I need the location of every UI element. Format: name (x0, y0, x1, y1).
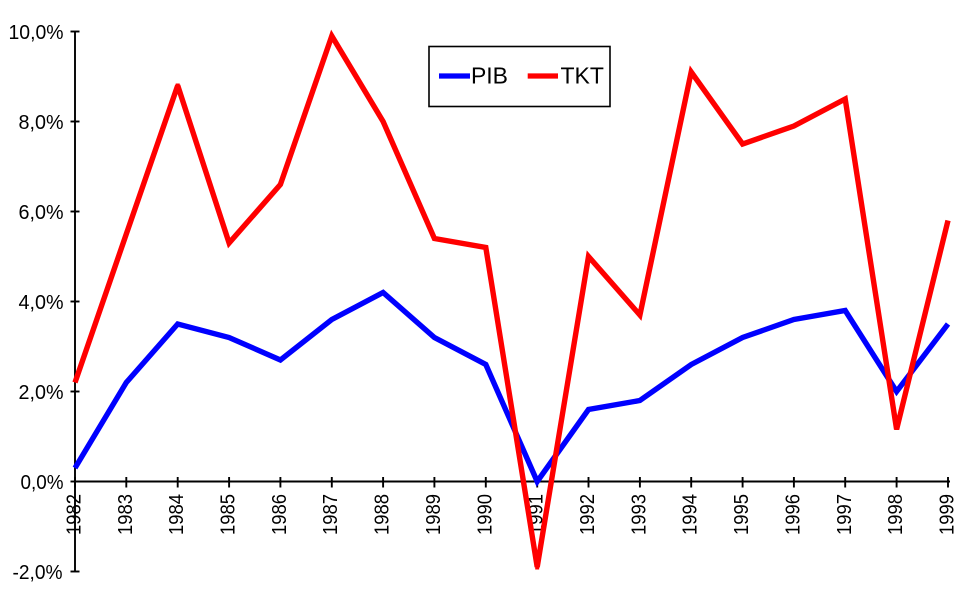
svg-text:1997: 1997 (834, 494, 856, 535)
svg-text:1982: 1982 (64, 494, 86, 535)
svg-text:1994: 1994 (680, 494, 702, 535)
svg-text:1990: 1990 (474, 494, 496, 535)
svg-text:1998: 1998 (885, 494, 907, 535)
svg-text:TKT: TKT (561, 63, 604, 89)
svg-text:1993: 1993 (628, 494, 650, 535)
svg-text:10,0%: 10,0% (9, 22, 64, 44)
svg-text:-2,0%: -2,0% (13, 562, 63, 584)
svg-text:1984: 1984 (166, 494, 188, 535)
svg-text:1989: 1989 (423, 494, 445, 535)
svg-text:1999: 1999 (937, 494, 959, 535)
svg-text:1986: 1986 (269, 494, 291, 535)
svg-text:1992: 1992 (577, 494, 599, 535)
svg-text:PIB: PIB (471, 63, 508, 89)
svg-text:1995: 1995 (731, 494, 753, 535)
svg-text:0,0%: 0,0% (21, 472, 64, 494)
svg-text:1988: 1988 (372, 494, 394, 535)
svg-text:1985: 1985 (218, 494, 240, 535)
svg-text:8,0%: 8,0% (19, 112, 64, 134)
svg-text:6,0%: 6,0% (19, 202, 64, 224)
svg-text:4,0%: 4,0% (19, 292, 64, 314)
svg-text:1987: 1987 (320, 494, 342, 535)
svg-text:2,0%: 2,0% (19, 382, 64, 404)
svg-text:1983: 1983 (115, 494, 137, 535)
svg-text:1996: 1996 (782, 494, 804, 535)
